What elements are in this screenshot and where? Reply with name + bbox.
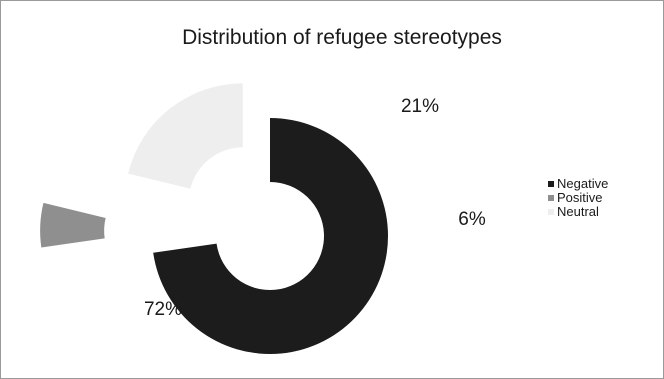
data-labels: 72% 6% 21% — [144, 96, 486, 320]
legend-label-negative: Negative — [557, 176, 608, 191]
legend-swatch-negative — [548, 181, 554, 187]
legend-swatch-positive — [548, 195, 554, 201]
legend-swatch-neutral — [548, 209, 554, 215]
data-label-positive: 6% — [458, 209, 486, 230]
legend-label-neutral: Neutral — [557, 204, 599, 219]
data-label-neutral: 21% — [401, 96, 439, 117]
chart-title: Distribution of refugee stereotypes — [182, 26, 502, 49]
legend-label-positive: Positive — [557, 190, 603, 205]
slice-neutral — [128, 83, 243, 189]
donut-slices — [40, 83, 388, 354]
slice-negative — [153, 118, 388, 354]
data-label-negative: 72% — [144, 299, 182, 320]
slice-positive — [40, 202, 106, 248]
